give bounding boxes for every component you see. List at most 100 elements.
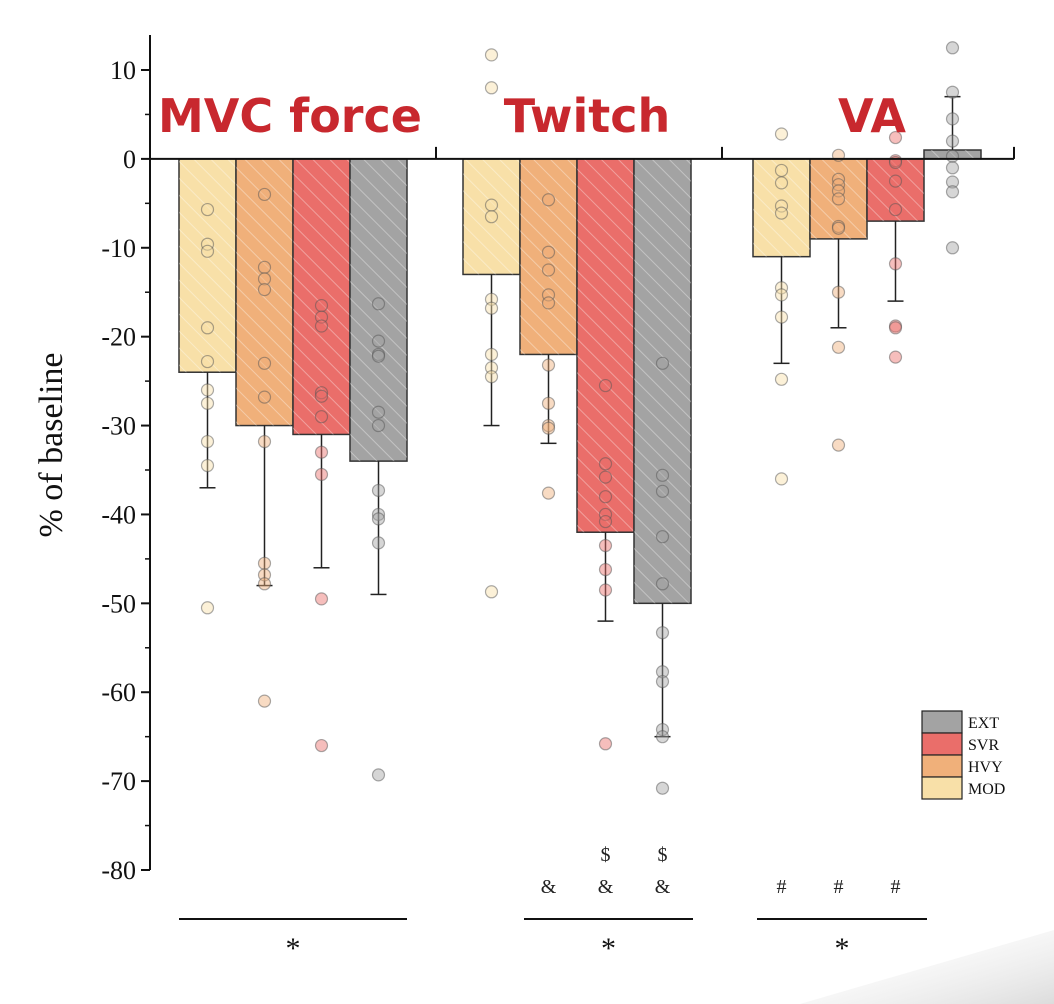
data-point-twitch-svr xyxy=(598,507,613,522)
data-point-mvc-force-mod xyxy=(200,458,215,473)
legend-swatch-svr xyxy=(921,732,963,756)
data-point-twitch-hvy xyxy=(541,421,556,435)
bar-hatch-va-svr xyxy=(867,158,924,222)
legend: EXT SVR HVY MOD xyxy=(921,710,1005,800)
data-point-twitch-hvy xyxy=(541,263,556,277)
data-point-mvc-force-svr xyxy=(314,738,329,753)
corner-shade-decoration xyxy=(800,930,1054,1004)
data-point-va-svr xyxy=(888,174,903,188)
data-point-va-ext xyxy=(945,134,960,148)
data-point-twitch-hvy xyxy=(541,358,556,372)
data-point-twitch-mod xyxy=(484,361,499,375)
data-point-va-svr xyxy=(888,202,903,217)
data-point-va-mod xyxy=(774,281,789,295)
data-point-va-hvy xyxy=(831,221,846,235)
data-point-mvc-force-hvy xyxy=(257,568,272,582)
group-title-va: VA xyxy=(838,89,906,143)
data-point-mvc-force-ext xyxy=(371,405,386,419)
legend-swatch-hvy xyxy=(921,754,963,778)
significance-mark-twitch-svr: & xyxy=(598,876,614,898)
data-point-mvc-force-hvy xyxy=(257,187,272,202)
legend-label-svr: SVR xyxy=(968,737,999,754)
data-point-twitch-hvy xyxy=(541,396,556,410)
data-point-va-mod xyxy=(774,206,789,220)
data-point-mvc-force-svr xyxy=(314,319,329,333)
error-bars-layer xyxy=(199,95,961,738)
data-point-va-ext xyxy=(945,85,960,99)
significance-mark-va-svr: # xyxy=(891,876,901,898)
y-tick-label: -60 xyxy=(101,678,136,707)
data-point-va-ext xyxy=(945,185,960,199)
data-point-twitch-ext xyxy=(655,530,670,544)
significance-mark-twitch-svr: $ xyxy=(601,844,611,866)
data-point-twitch-hvy xyxy=(541,486,556,500)
data-point-va-svr xyxy=(888,350,903,364)
data-point-va-svr xyxy=(888,130,903,145)
data-point-twitch-ext xyxy=(655,665,670,679)
data-point-va-mod xyxy=(774,472,789,486)
y-axis-label: % of baseline xyxy=(33,352,70,537)
data-point-mvc-force-ext xyxy=(371,768,386,782)
significance-mark-va-hvy: # xyxy=(834,876,844,898)
data-point-va-hvy xyxy=(831,285,846,299)
data-points-layer xyxy=(200,41,960,795)
data-point-mvc-force-mod xyxy=(200,396,215,410)
legend-swatch-ext xyxy=(921,710,963,734)
data-point-twitch-svr xyxy=(598,514,613,529)
data-point-va-ext xyxy=(945,149,960,163)
data-point-twitch-ext xyxy=(655,674,670,689)
data-point-twitch-svr xyxy=(598,562,613,577)
data-point-twitch-svr xyxy=(598,490,613,504)
data-point-mvc-force-ext xyxy=(371,483,386,498)
data-point-mvc-force-hvy xyxy=(257,694,272,708)
data-point-mvc-force-svr xyxy=(314,298,329,313)
data-point-va-mod xyxy=(774,372,789,386)
data-point-twitch-hvy xyxy=(541,296,556,310)
data-point-va-svr xyxy=(888,257,903,271)
data-point-va-ext xyxy=(945,175,960,189)
group-titles: MVC force Twitch VA xyxy=(158,89,906,143)
data-point-mvc-force-svr xyxy=(314,386,329,400)
data-point-mvc-force-mod xyxy=(200,354,215,369)
legend-label-ext: EXT xyxy=(968,715,999,732)
data-point-twitch-ext xyxy=(655,626,670,640)
data-point-twitch-svr xyxy=(598,538,613,553)
significance-star-mvc-force: * xyxy=(286,932,301,965)
data-point-va-mod xyxy=(774,310,789,324)
data-point-mvc-force-ext xyxy=(371,297,386,311)
data-point-mvc-force-svr xyxy=(314,445,329,459)
data-point-va-mod xyxy=(774,127,789,141)
bar-hatch-mvc-force-svr xyxy=(293,158,350,435)
data-point-mvc-force-hvy xyxy=(257,282,272,297)
significance-marks-layer: & $ & $ & # # # xyxy=(541,844,901,898)
data-point-va-mod xyxy=(774,176,789,190)
data-point-twitch-ext xyxy=(655,577,670,591)
data-point-twitch-mod xyxy=(484,301,499,315)
bar-hatch-twitch-mod xyxy=(463,158,520,275)
bar-hatch-mvc-force-hvy xyxy=(236,158,293,426)
significance-star-va: * xyxy=(835,932,850,965)
significance-star-twitch: * xyxy=(601,932,616,965)
data-point-va-mod xyxy=(774,199,789,213)
data-point-mvc-force-hvy xyxy=(257,577,272,591)
data-point-twitch-hvy xyxy=(541,245,556,259)
data-point-mvc-force-svr xyxy=(314,389,329,403)
data-point-mvc-force-ext xyxy=(371,536,386,550)
data-point-twitch-svr xyxy=(598,457,613,471)
legend-label-mod: MOD xyxy=(968,781,1005,798)
data-point-twitch-ext xyxy=(655,468,670,482)
significance-brackets-layer: * * * xyxy=(179,918,927,965)
data-point-twitch-mod xyxy=(484,81,499,95)
data-point-twitch-mod xyxy=(484,585,499,599)
data-point-twitch-ext xyxy=(655,722,670,737)
bar-hatch-mvc-force-mod xyxy=(179,158,236,373)
data-point-va-ext xyxy=(945,112,960,126)
data-point-mvc-force-ext xyxy=(371,349,386,363)
data-point-va-ext xyxy=(945,41,960,55)
data-point-va-ext xyxy=(945,161,960,175)
data-point-twitch-mod xyxy=(484,370,499,384)
y-tick-label: -70 xyxy=(101,767,136,796)
legend-label-hvy: HVY xyxy=(968,759,1003,776)
data-point-mvc-force-svr xyxy=(314,310,329,324)
